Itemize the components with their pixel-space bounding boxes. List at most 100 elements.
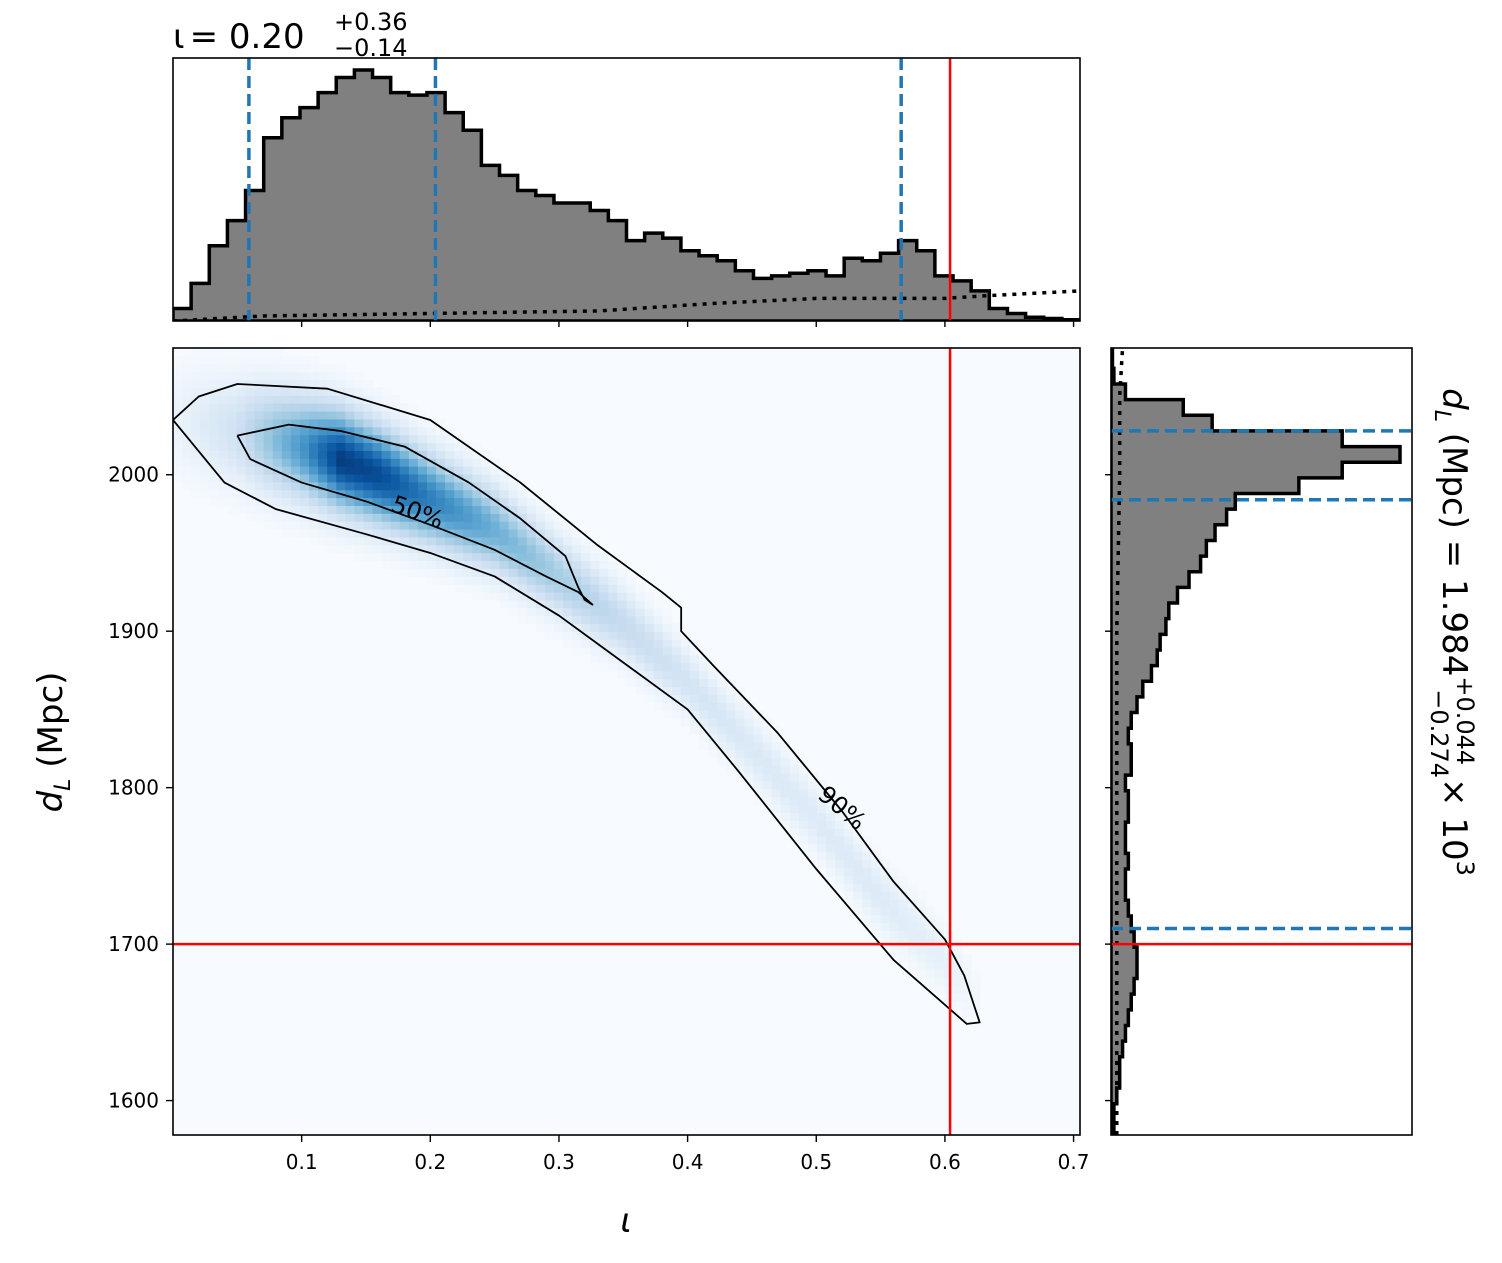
density-cell xyxy=(281,371,292,381)
density-cell xyxy=(345,418,355,428)
density-cell xyxy=(309,410,319,420)
density-cell xyxy=(381,426,392,436)
density-cell xyxy=(381,458,392,467)
density-cell xyxy=(472,466,482,475)
density-cell xyxy=(735,741,746,750)
density-cell xyxy=(417,552,428,562)
density-cell xyxy=(826,788,836,798)
density-cell xyxy=(227,466,238,475)
density-cell xyxy=(553,536,564,546)
density-cell xyxy=(553,615,564,625)
density-cell xyxy=(925,914,936,924)
density-cell xyxy=(844,812,854,821)
joint-plot-area: 90%50% xyxy=(173,348,1080,1135)
density-cell xyxy=(590,654,600,664)
density-cell xyxy=(807,820,818,829)
density-cell xyxy=(290,371,301,381)
density-cell xyxy=(744,710,755,719)
density-cell xyxy=(962,993,972,1002)
density-cell xyxy=(318,410,328,420)
density-cell xyxy=(517,576,528,585)
r-label-exponent: × 10 xyxy=(1434,778,1474,861)
density-cell xyxy=(408,552,419,562)
density-cell xyxy=(708,694,718,703)
density-cell xyxy=(254,466,265,475)
top-plot-area xyxy=(173,58,1080,321)
density-cell xyxy=(889,914,900,924)
density-cell xyxy=(218,458,229,467)
density-cell xyxy=(807,788,818,798)
density-cell xyxy=(318,434,328,444)
density-cell xyxy=(381,442,392,451)
density-cell xyxy=(318,395,328,404)
density-cell xyxy=(953,993,963,1002)
density-cell xyxy=(508,536,519,546)
density-cell xyxy=(299,473,310,483)
density-cell xyxy=(200,466,210,475)
density-cell xyxy=(408,560,419,569)
density-cell xyxy=(254,418,265,428)
density-cell xyxy=(635,662,646,672)
density-cell xyxy=(898,906,909,916)
density-cell xyxy=(408,426,419,436)
density-cell xyxy=(943,953,954,963)
density-cell xyxy=(490,513,501,522)
density-cell xyxy=(236,450,247,459)
density-cell xyxy=(381,521,392,530)
density-cell xyxy=(345,426,355,436)
density-cell xyxy=(599,591,609,601)
y-tick-label: 1600 xyxy=(108,1089,159,1113)
density-cell xyxy=(735,733,746,743)
density-cell xyxy=(853,898,863,908)
density-cell xyxy=(309,489,319,499)
density-cell xyxy=(816,859,827,869)
density-cell xyxy=(563,639,573,648)
density-cell xyxy=(599,623,609,632)
density-cell xyxy=(689,670,700,680)
density-cell xyxy=(563,568,573,577)
density-cell xyxy=(254,371,265,381)
density-cell xyxy=(245,387,256,396)
density-cell xyxy=(535,568,546,577)
density-cell xyxy=(517,584,528,593)
density-cell xyxy=(399,513,410,522)
density-cell xyxy=(635,607,646,617)
density-cell xyxy=(263,497,274,506)
density-cell xyxy=(254,497,265,506)
density-cell xyxy=(708,686,718,695)
density-cell xyxy=(182,395,192,404)
density-cell xyxy=(871,851,882,861)
density-cell xyxy=(581,536,591,546)
density-cell xyxy=(553,631,564,640)
density-cell xyxy=(327,481,337,491)
density-cell xyxy=(363,434,374,444)
density-cell xyxy=(526,529,537,538)
density-cell xyxy=(299,442,310,451)
density-cell xyxy=(381,529,392,538)
density-cell xyxy=(463,584,473,593)
density-cell xyxy=(871,914,882,924)
density-cell xyxy=(581,607,591,617)
density-cell xyxy=(544,615,555,625)
density-cell xyxy=(898,875,909,884)
density-cell xyxy=(191,418,201,428)
density-cell xyxy=(517,599,528,609)
density-cell xyxy=(209,426,219,436)
density-cell xyxy=(399,552,410,562)
density-cell xyxy=(327,434,337,444)
density-cell xyxy=(962,1009,972,1018)
density-cell xyxy=(835,828,845,837)
density-cell xyxy=(399,481,410,491)
density-cell xyxy=(762,765,773,774)
density-cell xyxy=(925,977,936,987)
density-cell xyxy=(626,599,637,609)
density-cell xyxy=(671,647,682,656)
density-cell xyxy=(680,678,691,688)
density-cell xyxy=(272,521,283,530)
density-cell xyxy=(934,946,945,955)
density-cell xyxy=(626,584,637,593)
density-cell xyxy=(544,591,555,601)
density-cell xyxy=(526,599,537,609)
density-cell xyxy=(290,442,301,451)
density-cell xyxy=(535,623,546,632)
